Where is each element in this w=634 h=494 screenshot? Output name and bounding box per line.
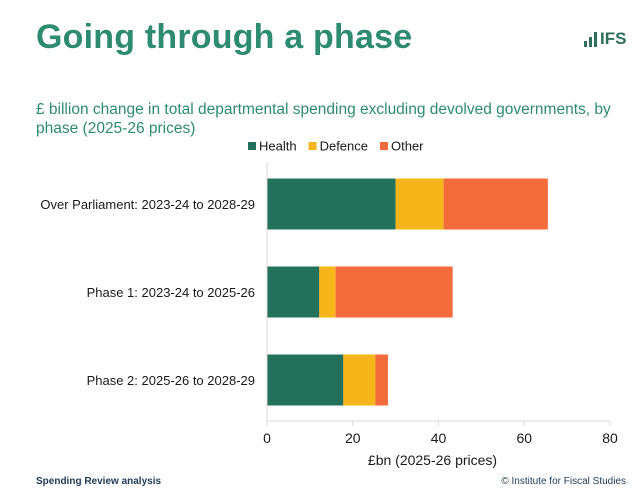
category-label-1: Over Parliament: 2023-24 to 2028-29 [40,197,255,212]
legend-swatch-defence [308,142,317,150]
logo-bars-icon [584,32,597,47]
chart-title: Going through a phase [36,18,413,56]
x-axis-label: £bn (2025-26 prices) [368,452,497,468]
legend: Health Defence Other [248,139,424,154]
legend-label-health: Health [259,139,297,154]
x-tick-label-0: 0 [263,430,271,446]
bar-defence-3 [343,354,376,406]
category-label-2: Phase 1: 2023-24 to 2025-26 [87,285,255,300]
ifs-logo: IFS [584,30,626,47]
legend-label-other: Other [391,139,424,154]
bar-other-1 [443,178,548,230]
bar-health-1 [267,178,396,230]
x-tick-label-40: 40 [431,430,447,446]
x-tick-label-60: 60 [516,430,532,446]
x-tick-labels: 0 20 40 60 80 [263,421,618,446]
category-labels: Over Parliament: 2023-24 to 2028-29 Phase… [40,197,255,388]
chart-subtitle: £ billion change in total departmental s… [36,101,611,137]
bar-other-2 [335,266,453,318]
footer-copyright: © Institute for Fiscal Studies [501,476,626,487]
x-tick-label-20: 20 [345,430,361,446]
legend-swatch-other [380,142,388,150]
bar-health-3 [267,354,344,406]
bar-defence-2 [319,266,336,318]
footer-source: Spending Review analysis [36,476,162,487]
x-tick-label-80: 80 [602,430,618,446]
legend-label-defence: Defence [320,139,368,154]
bar-health-2 [267,266,320,318]
legend-swatch-health [248,142,256,150]
logo-text: IFS [600,29,627,48]
bar-defence-1 [395,178,444,230]
bar-other-3 [375,354,388,406]
category-label-3: Phase 2: 2025-26 to 2028-29 [87,373,255,388]
bars-group [267,178,548,406]
